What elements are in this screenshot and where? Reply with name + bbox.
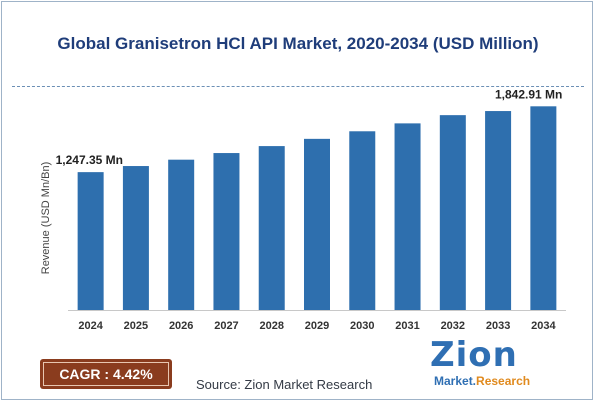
- bar-2029: [304, 138, 330, 310]
- bar-2034: [530, 106, 557, 311]
- x-tick-2034: 2034: [531, 320, 556, 332]
- y-axis-label: Revenue (USD Mn/Bn): [40, 162, 52, 275]
- bar-2032: [439, 115, 466, 310]
- bar-2033: [485, 111, 512, 310]
- x-tick-2027: 2027: [214, 320, 238, 332]
- x-tick-2025: 2025: [124, 320, 148, 332]
- bar-2028: [258, 146, 285, 310]
- x-tick-2029: 2029: [305, 320, 329, 332]
- cagr-badge: CAGR : 4.42%: [40, 359, 172, 389]
- zion-logo: Zion Market.Research: [430, 336, 560, 396]
- source-note: Source: Zion Market Research: [196, 377, 373, 392]
- x-tick-2032: 2032: [441, 320, 465, 332]
- cagr-label: CAGR : 4.42%: [43, 362, 169, 386]
- data-label-2034: 1,842.91 Mn: [495, 87, 562, 101]
- x-tick-2030: 2030: [350, 320, 374, 332]
- bar-2026: [168, 159, 195, 310]
- data-label-2024: 1,247.35 Mn: [56, 153, 123, 167]
- x-tick-2028: 2028: [259, 320, 283, 332]
- logo-subtitle: Market.Research: [434, 374, 530, 388]
- x-tick-2031: 2031: [395, 320, 419, 332]
- bar-2025: [122, 166, 149, 310]
- bar-2030: [349, 131, 376, 310]
- chart-title: Global Granisetron HCl API Market, 2020-…: [57, 34, 539, 53]
- logo-sub-main: Market.: [434, 374, 477, 388]
- bar-2031: [394, 123, 421, 310]
- title-divider: [12, 86, 584, 87]
- bar-2024: [77, 172, 104, 310]
- x-tick-2033: 2033: [486, 320, 510, 332]
- logo-name: Zion: [430, 335, 518, 375]
- logo-sub-accent: Research: [476, 374, 531, 388]
- bar-2027: [213, 153, 240, 310]
- x-tick-2024: 2024: [78, 320, 103, 332]
- x-tick-2026: 2026: [169, 320, 193, 332]
